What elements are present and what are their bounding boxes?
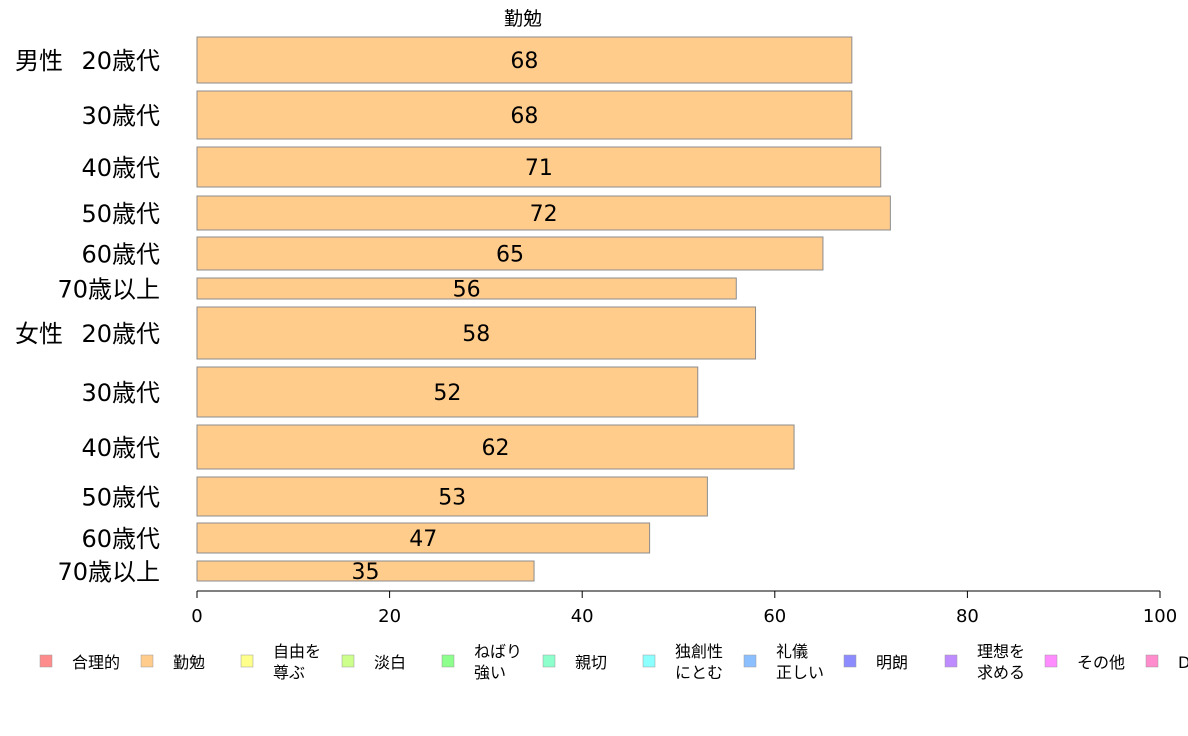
legend-swatch [542,654,556,668]
bar [196,366,699,418]
category-label: 60歳代 [81,525,160,553]
data-label: 72 [530,202,558,227]
data-label: 35 [352,560,380,585]
data-label: 68 [510,49,538,74]
x-tick-label: 40 [571,606,594,627]
legend-swatch [39,654,53,668]
legend-label: 親切 [575,653,607,672]
legend-swatch [441,654,455,668]
category-label: 30歳代 [81,379,160,407]
bar [196,560,535,582]
group-label: 女性 [15,320,63,348]
legend-label: ねばり [474,642,522,661]
x-tick-label: 80 [956,606,979,627]
legend-label: 礼儀 [776,642,808,661]
data-label: 65 [496,243,524,268]
bar [196,277,737,300]
legend-label: 合理的 [72,653,120,672]
legend-swatch [240,654,254,668]
legend-label: 自由を [273,642,321,661]
data-label: 47 [409,527,437,552]
legend-label: 独創性 [675,642,723,661]
legend-label: 尊ぶ [273,663,305,682]
x-tick-label: 60 [763,606,786,627]
bar [196,90,853,140]
data-label: 56 [453,278,481,303]
category-label: 30歳代 [81,102,160,130]
data-label: 52 [433,381,461,406]
bar [196,195,891,231]
legend-swatch [743,654,757,668]
bar [196,424,795,470]
legend-label: 明朗 [876,653,908,672]
x-axis: 0 20 40 60 80 100 [191,590,1177,627]
legend-label: にとむ [675,663,723,682]
legend-label: 淡白 [374,653,406,672]
category-label: 60歳代 [81,241,160,269]
x-tick-label: 100 [1143,606,1177,627]
data-label: 68 [510,104,538,129]
legend-swatch [1044,654,1058,668]
x-tick-label: 0 [191,606,202,627]
category-label: 20歳代 [81,47,160,75]
x-tick-label: 20 [378,606,401,627]
bar [196,236,824,271]
group-label: 男性 [15,47,63,75]
bar [196,476,708,517]
legend-swatch [1145,654,1159,668]
category-label: 50歳代 [81,484,160,512]
category-label: 20歳代 [81,320,160,348]
category-label: 40歳代 [81,434,160,462]
category-label: 50歳代 [81,200,160,228]
data-label: 62 [482,436,510,461]
bar [196,522,651,554]
legend-label: 正しい [776,663,824,682]
legend-label: D [1178,653,1188,672]
chart-title: 勤勉 [504,8,542,30]
legend-swatch [642,654,656,668]
bar [196,146,882,188]
legend-swatch [944,654,958,668]
legend-swatch [140,654,154,668]
data-label: 58 [462,322,490,347]
category-label: 40歳代 [81,154,160,182]
legend-swatch [341,654,355,668]
data-label: 53 [438,486,466,511]
legend-label: 勤勉 [173,653,205,672]
bar [196,306,757,360]
legend-label: 理想を [977,642,1025,661]
legend-label: その他 [1077,653,1125,672]
data-label: 71 [525,156,553,181]
legend-label: 強い [474,663,506,682]
legend-label: 求める [977,663,1025,682]
category-labels-group: 20歳代男性30歳代40歳代50歳代60歳代70歳以上20歳代女性30歳代40歳… [15,47,160,586]
legend-swatch [843,654,857,668]
category-label: 70歳以上 [57,558,160,586]
category-label: 70歳以上 [57,276,160,304]
bar [196,36,853,84]
